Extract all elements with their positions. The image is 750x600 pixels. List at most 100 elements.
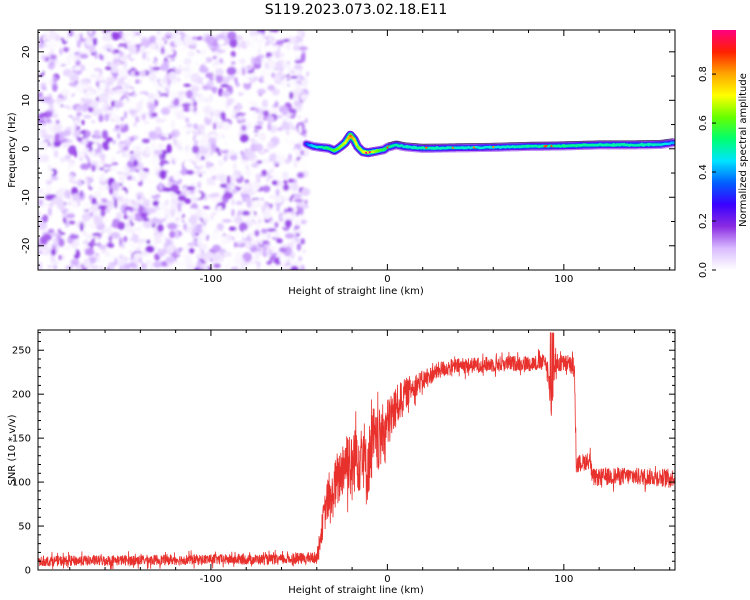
noise-blob [73,67,82,71]
noise-blob [256,120,264,126]
colorbar-tick-label: 0.6 [698,115,709,131]
noise-blob [123,235,128,243]
noise-blob [74,123,78,131]
y-tick-label: 250 [12,346,31,357]
noise-blob [47,164,52,172]
noise-blob [160,107,171,116]
noise-blob [108,141,114,149]
noise-blob [51,83,58,92]
noise-blob [256,160,263,164]
noise-blob [211,175,217,180]
noise-blob [282,197,290,201]
noise-blob [193,138,199,148]
noise-blob [243,196,251,201]
noise-blob [273,160,277,166]
noise-blob [201,155,205,161]
noise-blob [287,206,292,213]
noise-blob [293,44,300,51]
noise-blob [290,265,299,270]
noise-blob [202,133,208,143]
noise-blob [203,105,213,115]
noise-blob [141,255,149,264]
noise-blob [82,30,87,39]
noise-blob [164,48,174,56]
noise-blob [294,148,299,153]
noise-blob [38,51,46,55]
noise-blob [73,35,80,41]
noise-blob [157,248,162,254]
noise-blob [162,163,172,170]
noise-blob [122,171,131,177]
noise-blob [257,88,266,95]
noise-blob [124,156,130,160]
noise-blob [262,185,271,193]
noise-blob [171,120,175,129]
noise-blob [38,180,45,191]
noise-blob [93,129,101,137]
noise-blob [155,36,163,46]
noise-blob [149,261,154,270]
noise-blob [126,87,134,94]
noise-blob [160,235,166,245]
noise-blob [167,222,178,230]
noise-blob [123,145,129,152]
noise-blob [153,261,162,268]
noise-blob [94,50,98,60]
noise-blob [133,223,142,228]
noise-blob [94,87,99,98]
noise-blob [295,219,300,226]
noise-blob [281,121,290,130]
noise-blob [250,143,257,153]
noise-blob [162,187,172,192]
noise-blob [94,237,99,244]
noise-blob [119,247,130,256]
noise-blob [222,251,232,258]
noise-blob [274,195,283,205]
noise-blob [135,246,141,252]
noise-blob [261,99,269,108]
noise-blob [193,267,200,270]
noise-blob [90,180,100,189]
noise-blob [249,107,257,111]
noise-blob [276,202,280,212]
noise-blob [269,125,278,134]
noise-blob [90,204,100,214]
noise-blob [212,244,222,253]
noise-blob [300,53,306,63]
x-tick-label: -100 [200,574,223,585]
noise-blob [84,130,90,138]
noise-blob [216,117,222,124]
noise-blob [91,164,96,172]
noise-blob [278,53,285,57]
noise-blob [293,64,303,70]
noise-blob [48,44,52,54]
noise-blob [239,133,249,143]
noise-blob [229,154,238,161]
noise-blob [208,116,214,120]
noise-blob [98,205,108,211]
noise-blob [85,36,91,46]
noise-blob [151,66,161,71]
noise-blob [271,72,275,79]
noise-blob [38,132,42,137]
noise-blob [245,149,254,159]
noise-blob [250,230,256,238]
noise-blob [294,104,303,112]
noise-blob [231,198,235,206]
noise-blob [209,94,213,103]
colorbar-tick-label: 0.4 [698,164,709,180]
noise-blob [300,150,305,156]
noise-blob [141,139,150,144]
noise-blob [123,263,131,270]
noise-blob [195,206,201,217]
x-tick-label: 100 [554,274,573,285]
noise-blob [226,66,237,76]
noise-blob [241,124,247,132]
noise-blob [225,105,229,109]
x-tick-label: 0 [384,274,390,285]
noise-blob [139,170,148,180]
noise-blob [251,56,255,66]
noise-blob [178,30,189,33]
noise-blob [255,250,260,260]
noise-blob [158,197,167,202]
